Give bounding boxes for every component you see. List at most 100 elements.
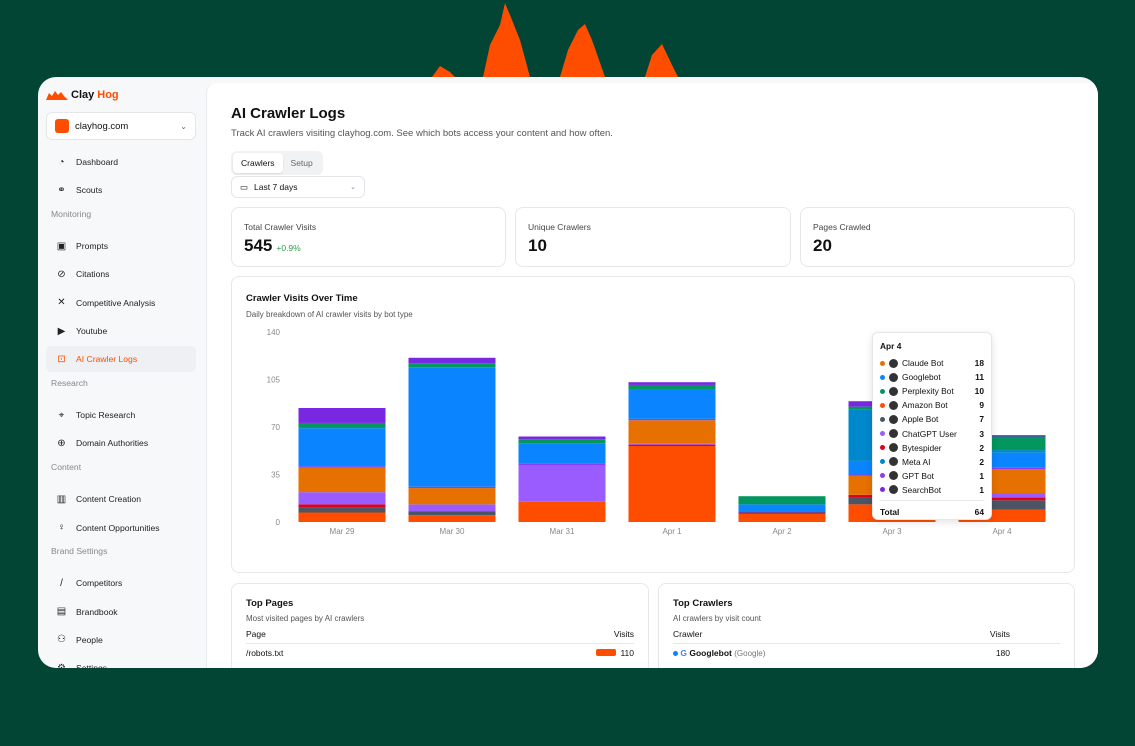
bar-segment[interactable] xyxy=(518,443,606,464)
bar-segment[interactable] xyxy=(628,384,716,389)
tooltip-bot-name: Apple Bot xyxy=(902,414,939,425)
sidebar-item-people[interactable]: ⚇ People xyxy=(46,627,196,653)
sidebar-item-label: Prompts xyxy=(76,241,108,252)
tooltip-row: Claude Bot 18 xyxy=(880,356,984,370)
bar-segment[interactable] xyxy=(298,422,386,427)
bar-segment[interactable] xyxy=(958,497,1046,501)
col-crawler: Crawler xyxy=(673,629,703,639)
bar-segment[interactable] xyxy=(738,512,826,514)
table-row[interactable]: /robots.txt 110 xyxy=(246,644,634,659)
bar-segment[interactable] xyxy=(408,367,496,487)
tooltip-swatch xyxy=(880,374,885,380)
tab-setup[interactable]: Setup xyxy=(290,158,313,168)
bar-segment[interactable] xyxy=(958,500,1046,510)
bar-segment[interactable] xyxy=(518,463,606,465)
stat-label: Unique Crawlers xyxy=(528,222,591,232)
bar-segment[interactable] xyxy=(628,389,716,419)
bar-segment[interactable] xyxy=(408,511,496,516)
youtube-icon: ▶ xyxy=(57,325,66,337)
bar-segment[interactable] xyxy=(408,504,496,512)
mountain-decoration xyxy=(432,3,678,77)
bar-segment[interactable] xyxy=(408,486,496,489)
bar-segment[interactable] xyxy=(628,418,716,421)
x-tick-label: Mar 29 xyxy=(330,527,355,536)
sidebar-item-topic-research[interactable]: ⌖ Topic Research xyxy=(46,402,196,428)
sidebar-item-content-opportunities[interactable]: ♀ Content Opportunities xyxy=(46,515,196,541)
bar-segment[interactable] xyxy=(518,439,606,444)
bar-segment[interactable] xyxy=(298,512,386,523)
table-row[interactable]: G Googlebot (Google) 180 xyxy=(673,644,1060,659)
bar-segment[interactable] xyxy=(628,444,716,446)
tooltip-bot-name: Perplexity Bot xyxy=(902,386,954,397)
y-tick-label: 0 xyxy=(276,518,281,527)
bar-segment[interactable] xyxy=(298,507,386,513)
sidebar-item-label: Competitors xyxy=(76,578,123,589)
top-pages-title: Top Pages xyxy=(246,598,294,609)
sidebar-item-label: AI Crawler Logs xyxy=(76,354,138,365)
sidebar-item-scouts[interactable]: ⚭ Scouts xyxy=(46,177,196,203)
stat-label: Pages Crawled xyxy=(813,222,871,232)
bar-segment[interactable] xyxy=(298,428,386,467)
bar-segment[interactable] xyxy=(738,504,826,513)
bar-segment[interactable] xyxy=(298,492,386,505)
stat-label: Total Crawler Visits xyxy=(244,222,317,232)
sword-icon: / xyxy=(60,577,63,589)
hog-logo-icon xyxy=(46,91,68,100)
tooltip-total: 64 xyxy=(974,507,984,518)
sidebar-item-youtube[interactable]: ▶ Youtube xyxy=(46,318,196,344)
bar-segment[interactable] xyxy=(958,450,1046,453)
tab-crawlers[interactable]: Crawlers xyxy=(233,153,283,173)
tooltip-row: GPT Bot 1 xyxy=(880,469,984,483)
bar-segment[interactable] xyxy=(518,436,606,440)
page-title: AI Crawler Logs xyxy=(231,105,346,122)
tooltip-total-label: Total xyxy=(880,507,900,518)
stat-unique-crawlers: Unique Crawlers 10 xyxy=(515,207,791,267)
bar-segment[interactable] xyxy=(738,496,826,505)
bar-segment[interactable] xyxy=(298,467,386,493)
bar-segment[interactable] xyxy=(298,408,386,423)
bot-logo-icon xyxy=(889,485,898,495)
bar-segment[interactable] xyxy=(298,427,386,429)
bar-segment[interactable] xyxy=(958,493,1046,498)
sidebar-item-competitors[interactable]: / Competitors xyxy=(46,570,196,596)
bar-segment[interactable] xyxy=(628,446,716,522)
bar-segment[interactable] xyxy=(298,466,386,468)
tooltip-row: Amazon Bot 9 xyxy=(880,398,984,412)
sidebar-item-citations[interactable]: ⊘ Citations xyxy=(46,261,196,287)
tooltip-bot-name: Claude Bot xyxy=(902,358,944,369)
bar-segment[interactable] xyxy=(738,513,826,522)
bar-segment[interactable] xyxy=(518,501,606,522)
bar-segment[interactable] xyxy=(518,465,606,502)
tooltip-bot-value: 9 xyxy=(979,400,984,411)
bar-segment[interactable] xyxy=(408,363,496,368)
bot-logo-icon xyxy=(889,358,898,368)
sidebar-item-label: Youtube xyxy=(76,326,108,336)
bar-segment[interactable] xyxy=(628,382,716,385)
bar-segment[interactable] xyxy=(408,515,496,522)
stat-value: 545 xyxy=(244,236,273,255)
sidebar-item-settings[interactable]: ⚙ Settings xyxy=(46,655,196,668)
sidebar-item-ai-crawler-logs[interactable]: ⊡ AI Crawler Logs xyxy=(46,346,196,373)
crawler-org: (Google) xyxy=(734,649,766,658)
main-content: AI Crawler Logs Track AI crawlers visiti… xyxy=(206,83,1098,668)
date-range-select[interactable]: ▭ Last 7 days ⌄ xyxy=(231,176,365,198)
sidebar-item-brandbook[interactable]: ▤ Brandbook xyxy=(46,599,196,625)
sidebar-item-content-creation[interactable]: ▥ Content Creation xyxy=(46,486,196,512)
sidebar-item-prompts[interactable]: ▣ Prompts xyxy=(46,233,196,259)
site-selector[interactable]: clayhog.com ⌄ xyxy=(46,112,196,140)
bar-segment[interactable] xyxy=(628,420,716,444)
bar-segment[interactable] xyxy=(298,504,386,508)
bar-segment[interactable] xyxy=(408,488,496,505)
stacked-bar-chart: 0 35 70 105 140 Mar 29 Mar 30 Mar 31 Apr 1 Apr 2 A… xyxy=(267,328,1046,536)
sidebar-item-competitive-analysis[interactable]: ✕ Competitive Analysis xyxy=(46,290,196,316)
bar-segment[interactable] xyxy=(628,443,716,445)
bar-segment[interactable] xyxy=(408,357,496,364)
sidebar-item-dashboard[interactable]: ◔ Dashboard xyxy=(46,149,196,175)
users-icon: ⚇ xyxy=(57,634,66,646)
bar-segment[interactable] xyxy=(958,435,1046,437)
bar-segment[interactable] xyxy=(958,467,1046,470)
chevron-down-icon: ⌄ xyxy=(180,121,187,131)
sidebar-item-domain-authorities[interactable]: ⊕ Domain Authorities xyxy=(46,430,196,456)
tooltip-date: Apr 4 xyxy=(880,341,902,351)
tooltip-bot-value: 7 xyxy=(979,414,984,425)
